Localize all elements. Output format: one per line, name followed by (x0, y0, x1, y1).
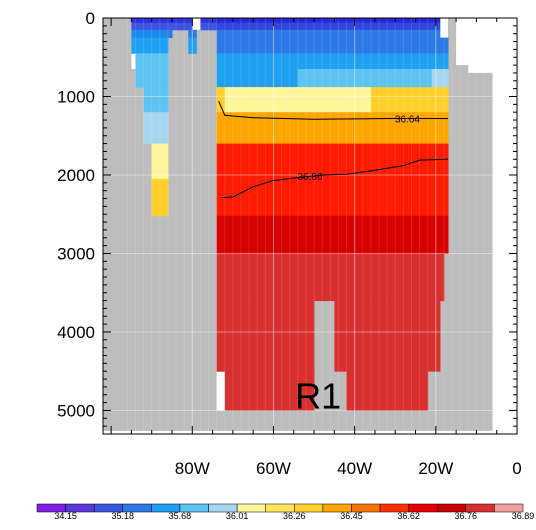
salinity-cell (224, 371, 315, 411)
salinity-cell (216, 178, 449, 217)
salinity-cell (188, 37, 197, 54)
salinity-cell (131, 18, 193, 24)
y-tick-label: 2000 (57, 166, 95, 185)
y-tick-label: 0 (86, 9, 95, 28)
colorbar-label: 36.45 (340, 511, 363, 521)
salinity-cell (216, 69, 299, 88)
y-tick-label: 1000 (57, 87, 95, 106)
salinity-cell (131, 37, 169, 54)
plot-area: 36.64 36.86 R1 (103, 17, 518, 434)
salinity-cell (334, 300, 441, 372)
colorbar-label: 35.68 (169, 511, 192, 521)
salinity-cell (135, 69, 169, 88)
plot-frame (102, 17, 518, 435)
axes: 0 1000 2000 3000 4000 5000 80W 60W 40W 20W 0 (57, 9, 522, 478)
contour-line (220, 158, 449, 199)
salinity-cell (188, 29, 197, 39)
x-tick-label: 40W (337, 459, 372, 478)
x-tick-label: 20W (418, 459, 453, 478)
salinity-cell (135, 53, 169, 70)
colorbar-label: 36.62 (397, 511, 420, 521)
salinity-cell (411, 69, 433, 88)
colorbar-label: 36.76 (455, 511, 478, 521)
salinity-cell (131, 22, 193, 31)
contour-line (218, 101, 448, 120)
colorbar-label: 36.89 (512, 511, 535, 521)
x-tick-label: 0 (512, 459, 521, 478)
y-tick-label: 3000 (57, 244, 95, 263)
salinity-cell (216, 37, 449, 54)
y-tick-label: 4000 (57, 323, 95, 342)
salinity-cell (216, 29, 441, 39)
colorbar-label: 36.01 (226, 511, 249, 521)
salinity-cell (216, 87, 226, 113)
salinity-cell (143, 112, 169, 145)
salinity-cell (297, 69, 412, 88)
salinity-cell (200, 18, 218, 24)
salinity-cell (370, 87, 449, 113)
land-mask (103, 18, 493, 431)
colorbar-swatch (494, 503, 524, 513)
salinity-cell (216, 22, 441, 31)
colorbar-label: 35.18 (112, 511, 135, 521)
salinity-cell (216, 143, 449, 180)
contour-label: 36.86 (297, 172, 322, 183)
contour-label: 36.64 (395, 114, 420, 125)
salinity-cell (143, 87, 169, 113)
region-label: R1 (295, 375, 341, 416)
salinity-cell (167, 29, 173, 39)
salinity-cell (216, 253, 445, 302)
salinity-cell (151, 178, 169, 217)
colorbar-label: 36.26 (283, 511, 306, 521)
x-tick-label: 60W (256, 459, 291, 478)
salinity-cell (224, 87, 372, 113)
x-tick-label: 80W (175, 459, 210, 478)
salinity-cell (151, 143, 169, 180)
salinity-cell (200, 22, 218, 31)
y-tick-label: 5000 (57, 401, 95, 420)
salinity-cell (216, 215, 449, 254)
salinity-cell (346, 371, 429, 411)
colorbar: 34.15 35.18 35.68 36.01 36.26 36.45 36.62 36.76… (36, 503, 535, 521)
salinity-cell (216, 300, 315, 372)
salinity-cell (216, 53, 449, 70)
salinity-cell (131, 29, 169, 39)
salinity-cell (431, 69, 449, 88)
colorbar-label: 34.15 (54, 511, 77, 521)
salinity-cell (216, 18, 441, 24)
